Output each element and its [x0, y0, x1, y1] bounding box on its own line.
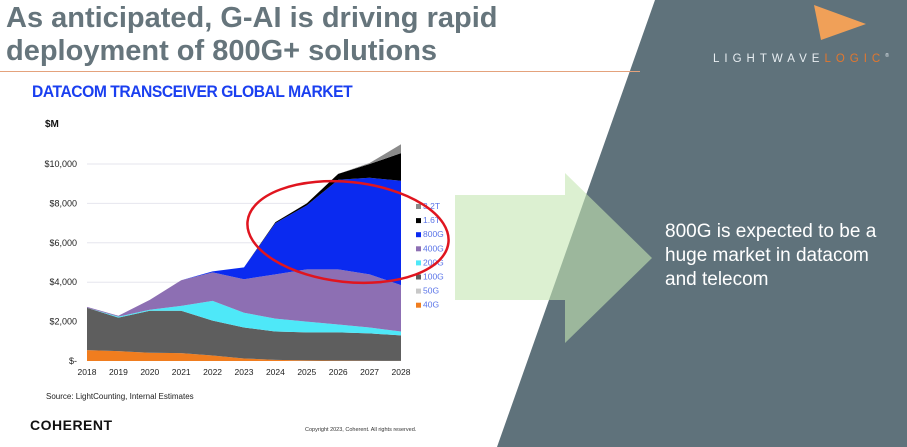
- slate-panel: [497, 0, 907, 447]
- area-40g: [87, 350, 401, 361]
- legend-label: 100G: [423, 272, 444, 282]
- legend-label: 3.2T: [423, 201, 440, 211]
- x-tick-label: 2023: [235, 367, 254, 377]
- highlight-ellipse: [246, 179, 450, 285]
- legend-swatch: [416, 204, 421, 209]
- x-tick-label: 2018: [78, 367, 97, 377]
- legend-label: 50G: [423, 286, 439, 296]
- y-axis-unit: $M: [45, 119, 59, 130]
- title-line-1: As anticipated, G-AI is driving rapid: [6, 2, 498, 34]
- y-tick-label: $6,000: [49, 238, 77, 248]
- x-tick-label: 2021: [172, 367, 191, 377]
- chart-title: DATACOM TRANSCEIVER GLOBAL MARKET: [32, 82, 353, 101]
- legend-label: 800G: [423, 229, 444, 239]
- y-tick-label: $-: [69, 356, 77, 366]
- y-tick-label: $8,000: [49, 198, 77, 208]
- lightwave-logic-logo: LIGHTWAVELOGIC®: [713, 53, 894, 65]
- legend-swatch: [416, 246, 421, 252]
- x-tick-label: 2019: [109, 367, 128, 377]
- y-tick-label: $10,000: [44, 159, 77, 169]
- title-line-2: deployment of 800G+ solutions: [6, 35, 438, 67]
- x-tick-label: 2022: [203, 367, 222, 377]
- legend-swatch: [416, 260, 421, 266]
- callout-arrow: [455, 173, 652, 343]
- legend-label: 1.6T: [423, 215, 440, 225]
- legend-label: 400G: [423, 243, 444, 253]
- x-tick-label: 2024: [266, 367, 285, 377]
- copyright: Copyright 2023, Coherent. All rights res…: [305, 427, 417, 433]
- callout-text: 800G is expected to be a huge market in …: [665, 221, 877, 290]
- x-tick-label: 2028: [392, 367, 411, 377]
- legend-swatch: [416, 288, 421, 294]
- area-200g: [87, 300, 401, 336]
- x-tick-label: 2020: [140, 367, 159, 377]
- area-1-6t: [87, 153, 401, 316]
- y-tick-label: $4,000: [49, 277, 77, 287]
- legend-swatch: [416, 274, 421, 280]
- source-note: Source: LightCounting, Internal Estimate…: [46, 392, 194, 401]
- legend-swatch: [416, 302, 421, 308]
- area-800g: [87, 177, 401, 316]
- slide-title: As anticipated, G-AI is driving rapid de…: [6, 2, 497, 68]
- area-100g: [87, 307, 401, 361]
- area-400g: [87, 269, 401, 332]
- x-tick-label: 2025: [297, 367, 316, 377]
- x-tick-label: 2026: [329, 367, 348, 377]
- legend-swatch: [416, 218, 421, 224]
- coherent-logo: COHERENT: [30, 417, 113, 433]
- legend-label: 200G: [423, 257, 444, 267]
- x-tick-label: 2027: [360, 367, 379, 377]
- legend-swatch: [416, 232, 421, 238]
- legend-label: 40G: [423, 300, 439, 310]
- title-divider: [0, 71, 640, 72]
- logo-triangle: [814, 5, 866, 40]
- y-tick-label: $2,000: [49, 317, 77, 327]
